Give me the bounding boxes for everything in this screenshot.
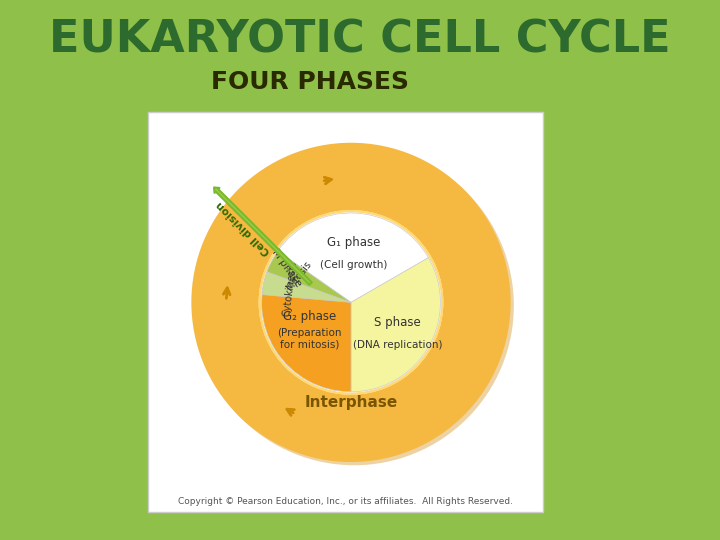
Text: Cytokinesis: Cytokinesis [282, 260, 299, 317]
Wedge shape [267, 251, 351, 302]
Wedge shape [262, 272, 351, 302]
Text: S phase: S phase [374, 316, 420, 329]
Wedge shape [194, 146, 514, 465]
Wedge shape [351, 258, 441, 392]
Text: Interphase: Interphase [305, 395, 397, 410]
Text: Mitosis: Mitosis [285, 259, 314, 292]
Circle shape [261, 213, 441, 392]
Text: M phase: M phase [270, 247, 303, 289]
Wedge shape [192, 143, 510, 462]
Text: (DNA replication): (DNA replication) [353, 340, 442, 350]
Text: EUKARYOTIC CELL CYCLE: EUKARYOTIC CELL CYCLE [49, 18, 671, 62]
Wedge shape [278, 213, 428, 302]
Text: (Preparation
for mitosis): (Preparation for mitosis) [277, 328, 342, 349]
Text: (Cell growth): (Cell growth) [320, 260, 387, 270]
Text: Cell division: Cell division [215, 199, 272, 256]
Text: G₁ phase: G₁ phase [327, 236, 380, 249]
Text: FOUR PHASES: FOUR PHASES [211, 70, 409, 94]
Bar [148, 112, 543, 512]
Wedge shape [261, 265, 351, 392]
Text: Copyright © Pearson Education, Inc., or its affiliates.  All Rights Reserved.: Copyright © Pearson Education, Inc., or … [179, 497, 513, 507]
Text: G₂ phase: G₂ phase [283, 309, 336, 322]
